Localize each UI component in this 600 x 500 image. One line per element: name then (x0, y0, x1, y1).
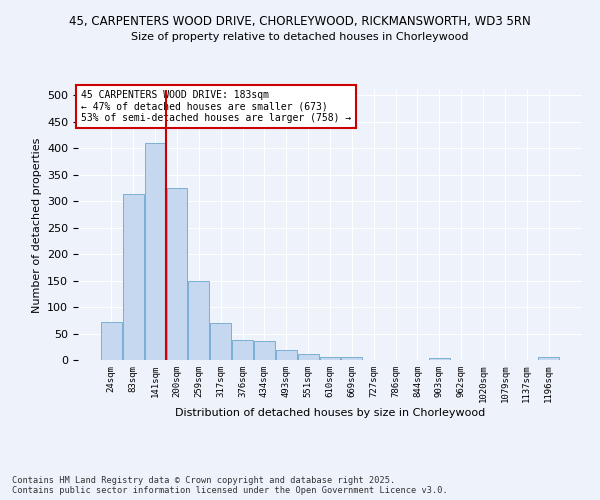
Bar (210, 323, 231, 360)
Bar (232, 340, 253, 360)
Y-axis label: Number of detached properties: Number of detached properties (32, 138, 41, 312)
Text: Size of property relative to detached houses in Chorleywood: Size of property relative to detached ho… (131, 32, 469, 42)
Text: 45, CARPENTERS WOOD DRIVE, CHORLEYWOOD, RICKMANSWORTH, WD3 5RN: 45, CARPENTERS WOOD DRIVE, CHORLEYWOOD, … (69, 15, 531, 28)
Bar (298, 354, 319, 360)
Bar (429, 358, 450, 360)
Bar (188, 280, 209, 360)
X-axis label: Distribution of detached houses by size in Chorleywood: Distribution of detached houses by size … (175, 408, 485, 418)
Bar (167, 188, 187, 360)
Bar (101, 322, 122, 360)
Bar (145, 143, 166, 360)
Text: 45 CARPENTERS WOOD DRIVE: 183sqm
← 47% of detached houses are smaller (673)
53% : 45 CARPENTERS WOOD DRIVE: 183sqm ← 47% o… (80, 90, 351, 123)
Bar (320, 357, 340, 360)
Bar (341, 357, 362, 360)
Text: Contains HM Land Registry data © Crown copyright and database right 2025.
Contai: Contains HM Land Registry data © Crown c… (12, 476, 448, 495)
Bar (254, 341, 275, 360)
Bar (538, 358, 559, 360)
Bar (123, 194, 143, 360)
Bar (276, 350, 296, 360)
